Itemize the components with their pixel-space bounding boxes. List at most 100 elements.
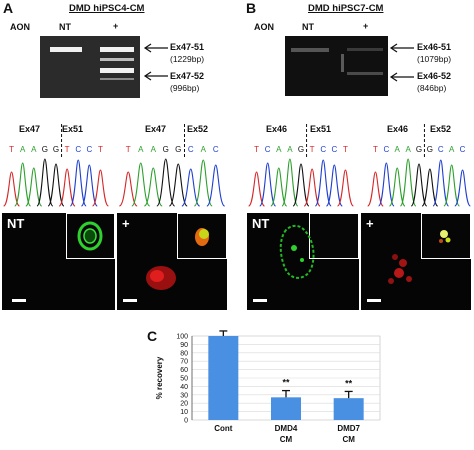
y-tick-label: 60	[180, 367, 188, 374]
gel-band	[100, 68, 134, 73]
sequence-peak	[281, 158, 299, 207]
panel-b-band2-label: Ex46-52	[417, 71, 452, 81]
base-call-letter: A	[151, 145, 157, 154]
panel-b-chrom-right-ex-a: Ex46	[387, 124, 409, 134]
significance-marker: **	[282, 378, 290, 388]
significance-marker: **	[345, 378, 353, 388]
green-cell-image	[279, 224, 315, 279]
bar	[208, 336, 239, 420]
panel-a-aon-label: AON	[10, 22, 30, 32]
cell-membrane	[77, 221, 103, 251]
sequence-peak	[410, 163, 428, 207]
base-call-letter: T	[98, 145, 103, 154]
panel-b-lane-plus: +	[363, 21, 369, 31]
x-category-label: DMD4 CM	[275, 424, 298, 444]
panel-a-chrom-left-ex-a: Ex47	[19, 124, 41, 134]
base-call-letter: A	[449, 145, 455, 154]
panel-b-band-arrows	[389, 43, 414, 82]
sequence-peak	[421, 168, 439, 207]
base-call-letter: G	[427, 145, 433, 154]
y-tick-label: 40	[180, 384, 188, 391]
y-tick-label: 0	[184, 418, 188, 425]
scale-bar	[12, 299, 26, 302]
sequence-peak	[399, 158, 417, 207]
sequence-peak	[443, 164, 460, 207]
y-tick-label: 10	[180, 409, 188, 416]
cell-signal	[199, 229, 209, 239]
panel-b-micrograph-nt: NT	[247, 213, 359, 310]
base-call-letter: C	[383, 145, 389, 154]
sequence-peak	[336, 169, 354, 207]
arrowhead-icon	[143, 43, 152, 53]
sequence-peak	[432, 159, 450, 207]
panel-a-micrograph-plus: +	[117, 213, 227, 310]
gel-band	[100, 78, 134, 80]
base-call-letter: A	[31, 145, 37, 154]
base-call-letter: G	[53, 145, 59, 154]
sequence-peak	[168, 163, 188, 207]
gel-band	[100, 47, 134, 52]
cell-inset-image	[439, 230, 451, 243]
sequence-peak	[143, 167, 163, 207]
panel-b-chrom-right-ex-b: Ex52	[430, 124, 452, 134]
cell-signal	[406, 276, 412, 282]
panel-b-title: DMD hiPSC7-CM	[308, 3, 384, 14]
panel-a-band2-label: Ex47-52	[170, 71, 205, 81]
base-call-letter: A	[405, 145, 411, 154]
base-call-letter: G	[163, 145, 169, 154]
x-category-label: Cont	[214, 424, 233, 433]
panel-a-lane-plus: +	[113, 21, 119, 31]
bar	[271, 397, 301, 420]
panel-a-chrom-left-ex-b: Ex51	[62, 124, 84, 134]
micro-nt-label: NT	[252, 216, 270, 231]
bar	[333, 398, 364, 420]
sequence-peak	[25, 167, 43, 207]
base-call-letter: T	[373, 145, 378, 154]
panel-a-band1-size: (1229bp)	[170, 54, 205, 64]
panel-b-letter: B	[246, 0, 257, 16]
base-call-letter: T	[65, 145, 70, 154]
cell-inset-image	[195, 228, 209, 246]
cell-signal	[439, 239, 443, 243]
arrowhead-icon	[389, 72, 398, 82]
sequence-peak	[314, 159, 332, 207]
cell-signal	[440, 230, 448, 238]
panel-b-lane-nt: NT	[302, 22, 314, 32]
sequence-peak	[367, 171, 384, 207]
base-call-letter: C	[213, 145, 219, 154]
base-call-letter: A	[287, 145, 293, 154]
cell-membrane	[279, 224, 315, 279]
gel-band	[347, 48, 383, 51]
arrowhead-icon	[389, 43, 398, 53]
scale-bar	[123, 299, 137, 302]
sequence-peak	[118, 171, 138, 207]
sequence-peak	[378, 162, 395, 207]
panel-b-band1-size: (1079bp)	[417, 54, 452, 64]
sequence-peak	[131, 162, 151, 207]
y-tick-label: 100	[176, 334, 188, 341]
sequence-peak	[181, 168, 201, 207]
panel-a-micrograph-nt: NT	[2, 213, 115, 310]
base-call-letter: C	[188, 145, 194, 154]
sequence-peak	[292, 163, 310, 207]
panel-a-chrom-right-ex-b: Ex52	[187, 124, 209, 134]
cell-inset-image	[77, 221, 103, 251]
sequence-peak	[454, 169, 471, 207]
sequence-peak	[193, 159, 213, 207]
base-call-letter: G	[298, 145, 304, 154]
gel-smear	[341, 54, 344, 72]
y-tick-label: 70	[180, 359, 188, 366]
panel-a-gel-bands	[50, 47, 134, 80]
panel-b-gel-bands	[291, 48, 383, 75]
y-tick-label: 90	[180, 342, 188, 349]
panel-c-letter: C	[147, 328, 158, 344]
base-call-letter: G	[42, 145, 48, 154]
cell-nucleus	[83, 228, 97, 244]
base-call-letter: C	[320, 145, 326, 154]
arrowhead-icon	[143, 71, 152, 81]
micro-inset	[309, 213, 359, 259]
cell-signal	[399, 259, 407, 267]
